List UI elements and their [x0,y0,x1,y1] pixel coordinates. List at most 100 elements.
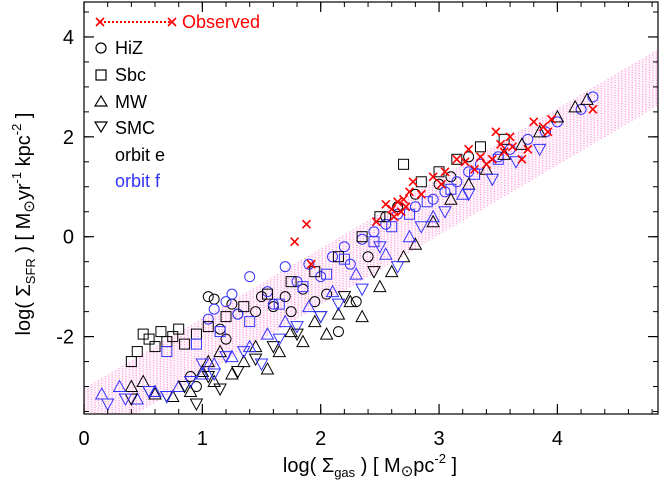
legend-smc-marker [93,121,109,134]
point-circle-orbit-f [232,308,244,320]
point-observed [416,189,426,199]
point-square-orbit-e [285,276,297,288]
point-triangle-orbit-e [343,294,358,308]
point-triangle-down-orbit-e [290,328,304,342]
point-triangle-down-orbit-e [367,266,381,279]
point-triangle-orbit-e [568,99,582,113]
point-triangle-down-orbit-f [142,386,156,399]
point-observed [393,197,403,207]
x-tick-label: 3 [433,428,444,450]
point-observed [398,194,409,204]
band-line [91,79,658,414]
point-triangle-down-orbit-f [461,188,476,202]
point-circle-orbit-e [279,291,291,303]
point-triangle-down-orbit-f [183,376,198,389]
point-triangle-down-orbit-f [390,261,405,274]
point-triangle-orbit-e [225,367,239,380]
band-line [100,84,658,414]
y-axis-label: log( ΣSFR ) [ M⊙yr-1 kpc-2 ] [9,112,38,335]
legend-hiz-label: HiZ [115,38,143,58]
point-triangle-orbit-e [284,324,298,338]
point-square-orbit-e [220,311,232,323]
point-observed [588,104,598,114]
x-axis-label: log( Σgas ) [ M⊙pc-2 ] [283,451,457,480]
point-square-orbit-e [131,346,143,358]
point-square-orbit-e [238,301,250,313]
point-triangle-orbit-e [260,362,275,375]
y-tick-label: 0 [63,227,74,249]
band-line [84,64,658,405]
point-triangle-down-orbit-f [532,143,547,157]
x-tick-label: 4 [552,428,563,450]
legend-observed-x-start [95,17,105,27]
point-triangle-orbit-f [378,247,393,260]
band-line [84,57,658,397]
x-tick-label: 0 [78,428,89,450]
point-triangle-orbit-f [225,349,239,363]
point-observed [387,204,397,214]
point-circle-orbit-e [362,251,374,263]
point-triangle-down-orbit-e [248,353,263,367]
band-line [84,59,658,400]
y-tick-label: 4 [63,27,74,49]
point-triangle-orbit-f [426,209,440,223]
point-triangle-orbit-e [373,279,387,293]
point-square-orbit-e [332,251,344,263]
point-square-orbit-e [202,321,214,333]
band-line [84,72,658,412]
point-triangle-down-orbit-f [219,351,233,364]
point-circle-orbit-e [202,291,214,303]
point-circle-orbit-e [433,178,445,190]
point-triangle-orbit-e [272,344,287,358]
point-triangle-down-orbit-f [290,321,304,334]
legend-sbc-marker [95,69,107,81]
point-triangle-orbit-f [148,384,162,398]
plot-frame [83,1,659,415]
legend: Observed HiZ Sbc MW SMC orbit e orbit f [93,12,260,191]
point-circle-orbit-e [250,306,262,318]
point-observed [496,139,506,149]
point-triangle-orbit-e [165,389,180,403]
point-circle-orbit-e [380,211,392,223]
point-square-orbit-e [374,211,386,223]
point-triangle-down-orbit-f [160,391,174,404]
point-square-orbit-e [125,356,137,368]
band-line [112,92,658,414]
point-circle-orbit-f [587,91,599,103]
point-observed [401,202,411,212]
point-observed [306,259,316,269]
point-observed [499,147,509,157]
point-observed [491,127,501,137]
legend-hiz: HiZ [95,38,143,58]
legend-smc-label: SMC [115,118,155,138]
point-triangle-orbit-f [349,267,364,280]
point-observed [529,117,539,127]
point-square-orbit-f [421,196,433,208]
point-square-orbit-e [179,338,191,350]
legend-observed-x-end [167,17,177,27]
point-observed [408,177,418,187]
point-circle-orbit-f [244,271,256,283]
point-triangle-down-orbit-f [236,346,251,359]
point-observed [452,154,462,164]
point-triangle-orbit-e [426,214,440,228]
point-circle-orbit-f [463,166,475,178]
point-triangle-orbit-e [444,192,458,205]
point-triangle-orbit-f [325,284,340,298]
point-square-orbit-f [386,221,398,233]
point-circle-orbit-f [303,258,315,270]
band-line [95,82,658,414]
band-line [133,104,658,414]
point-triangle-orbit-e [148,386,162,400]
point-square-orbit-e [173,323,185,335]
y-tick-label: 2 [63,127,74,149]
point-circle-orbit-f [279,261,291,273]
point-triangle-down-orbit-e [189,398,204,412]
band-line [84,52,658,392]
point-observed [436,179,446,189]
point-triangle-orbit-e [580,92,594,105]
point-square-orbit-e [143,333,155,345]
point-triangle-orbit-e [331,307,346,320]
point-observed [404,187,415,197]
